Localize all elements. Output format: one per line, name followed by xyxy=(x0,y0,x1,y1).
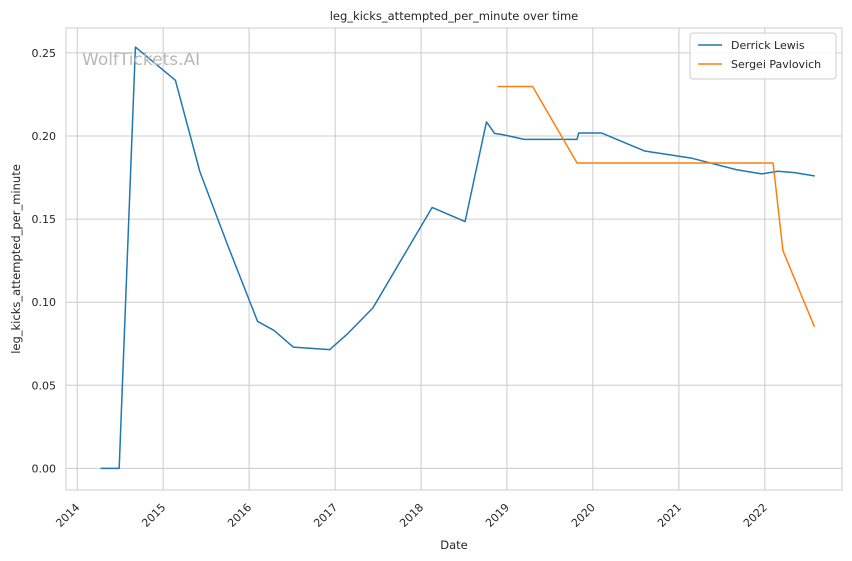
grid xyxy=(66,28,842,490)
y-tick-label-0.20: 0.20 xyxy=(32,130,57,143)
legend-label-sergei-pavlovich: Sergei Pavlovich xyxy=(731,58,821,71)
y-tick-label-0.25: 0.25 xyxy=(32,47,57,60)
watermark-text: WolfTickets.AI xyxy=(82,50,200,70)
y-tick-label-0.15: 0.15 xyxy=(32,213,57,226)
chart-title: leg_kicks_attempted_per_minute over time xyxy=(330,9,579,23)
y-tick-label-0.00: 0.00 xyxy=(32,462,57,475)
y-axis-label: leg_kicks_attempted_per_minute xyxy=(9,164,23,354)
legend: Derrick Lewis Sergei Pavlovich xyxy=(689,32,837,80)
axes-frame xyxy=(65,27,843,491)
x-axis-label: Date xyxy=(440,538,468,552)
series-line-sergei-pavlovich xyxy=(497,85,815,328)
series-line-derrick-lewis xyxy=(100,46,815,470)
series-lines xyxy=(100,46,815,470)
legend-box xyxy=(689,32,837,80)
y-tick-label-0.05: 0.05 xyxy=(32,379,57,392)
y-tick-label-0.10: 0.10 xyxy=(32,296,57,309)
y-axis-ticks: 0.00 0.05 0.10 0.15 0.20 0.25 xyxy=(32,47,57,475)
legend-label-derrick-lewis: Derrick Lewis xyxy=(731,39,805,52)
